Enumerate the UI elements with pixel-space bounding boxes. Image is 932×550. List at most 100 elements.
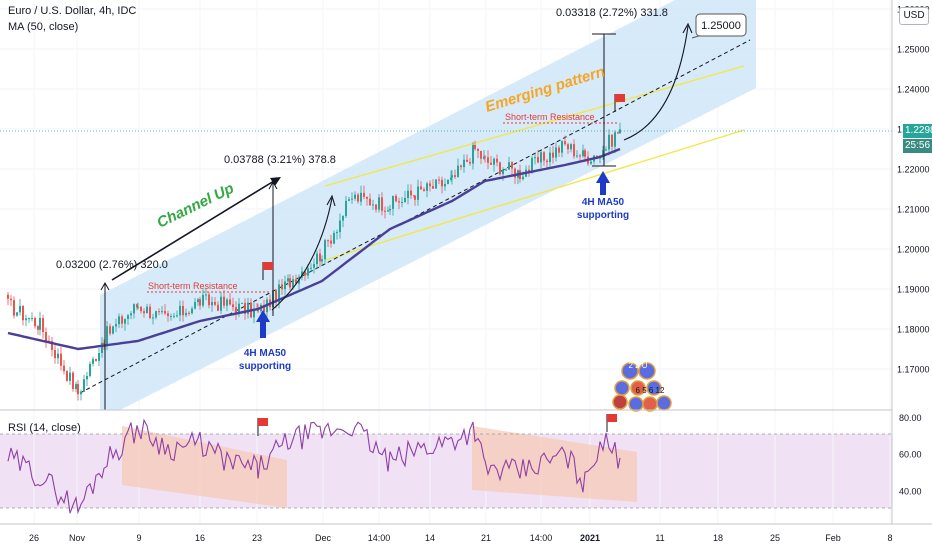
candle — [57, 348, 59, 364]
candle — [51, 336, 53, 357]
candle — [313, 258, 315, 274]
candle — [149, 303, 151, 320]
time-tick-label: 11 — [655, 533, 664, 543]
candle — [555, 142, 557, 162]
candle — [199, 296, 201, 310]
candle — [176, 310, 178, 318]
event-icons[interactable]: 2 2 U 6 5 6 12 — [612, 361, 672, 412]
candle — [360, 185, 362, 206]
rsi-legend[interactable]: RSI (14, close) — [8, 422, 81, 434]
candle — [7, 291, 9, 306]
price-tick-label: 1.22000 — [897, 165, 930, 175]
candle — [86, 371, 88, 387]
rsi-zone-right — [472, 426, 637, 502]
candle — [202, 289, 204, 308]
candle — [477, 148, 479, 159]
candle — [345, 195, 347, 219]
candle — [511, 161, 513, 176]
support-right-line2: supporting — [577, 210, 629, 221]
candle — [109, 323, 111, 336]
candle — [197, 298, 199, 306]
candle — [112, 325, 114, 335]
candle — [31, 312, 33, 322]
candle — [423, 187, 425, 192]
time-tick-label: 21 — [481, 533, 491, 543]
candle — [619, 122, 621, 134]
candle — [34, 316, 36, 329]
candle — [101, 337, 103, 358]
support-left-line1: 4H MA50 — [244, 348, 287, 359]
candle — [158, 308, 160, 316]
candle — [389, 204, 391, 215]
time-tick-label: 8 — [887, 533, 892, 543]
candle — [414, 195, 416, 206]
candle — [205, 288, 207, 301]
rsi-axis[interactable]: 80.00 60.00 40.00 — [899, 413, 922, 496]
candle — [549, 147, 551, 168]
projection-curve-right — [623, 25, 689, 141]
candle — [401, 197, 403, 208]
candle — [444, 178, 446, 191]
candle — [118, 313, 120, 329]
candle — [140, 306, 142, 314]
support-arrow-icon — [256, 310, 270, 338]
ma-legend[interactable]: MA (50, close) — [8, 21, 79, 33]
symbol-legend[interactable]: Euro / U.S. Dollar, 4h, IDC — [8, 5, 137, 17]
candle — [435, 179, 437, 189]
candle — [83, 374, 85, 393]
measure-mid-label: 0.03788 (3.21%) 378.8 — [224, 154, 336, 166]
currency-badge[interactable]: USD — [899, 7, 929, 25]
flag-icon — [257, 418, 268, 436]
candle — [499, 161, 501, 176]
measure-left — [100, 281, 110, 410]
candle — [39, 311, 41, 336]
candle — [188, 311, 190, 316]
candle — [537, 149, 539, 164]
candle — [576, 150, 578, 159]
candle — [348, 196, 350, 202]
rsi-tick-label: 40.00 — [899, 486, 922, 496]
candle — [60, 346, 62, 371]
candle — [508, 156, 510, 170]
candle — [324, 238, 326, 265]
candle — [208, 292, 210, 309]
candle — [137, 302, 139, 310]
candle — [54, 344, 56, 364]
candle — [484, 155, 486, 163]
candle — [561, 139, 563, 158]
candle — [16, 312, 18, 317]
candle — [75, 381, 77, 393]
candle — [357, 192, 359, 204]
candle — [570, 143, 572, 153]
candle — [229, 293, 231, 306]
candle — [173, 312, 175, 319]
candle — [310, 263, 312, 272]
time-tick-label: 18 — [713, 533, 723, 543]
candle — [474, 140, 476, 151]
candle — [457, 158, 459, 178]
candle — [253, 302, 255, 324]
candle — [95, 358, 97, 362]
time-tick-label: 14 — [425, 533, 435, 543]
candle — [567, 142, 569, 154]
time-tick-label: 14:00 — [368, 533, 391, 543]
candle — [77, 379, 79, 401]
wedge-upper-line — [324, 65, 745, 187]
time-tick-label: Nov — [69, 533, 86, 543]
candle — [217, 301, 219, 312]
time-axis[interactable]: 26 Nov 9 16 23 Dec 14:00 14 21 14:00 2021 11 18 25 Feb… — [29, 533, 893, 543]
target-callout-box[interactable] — [695, 13, 747, 37]
projection-head-left — [326, 194, 336, 207]
candle — [133, 303, 135, 319]
candle — [72, 371, 74, 392]
candle — [582, 144, 584, 158]
candle — [564, 135, 566, 146]
candle — [316, 250, 318, 269]
candle — [121, 314, 123, 329]
time-tick-label: 16 — [195, 533, 205, 543]
candlestick-series — [7, 122, 621, 401]
price-tick-label: 1.25000 — [897, 45, 930, 55]
candle — [19, 298, 21, 316]
candle — [69, 366, 71, 385]
